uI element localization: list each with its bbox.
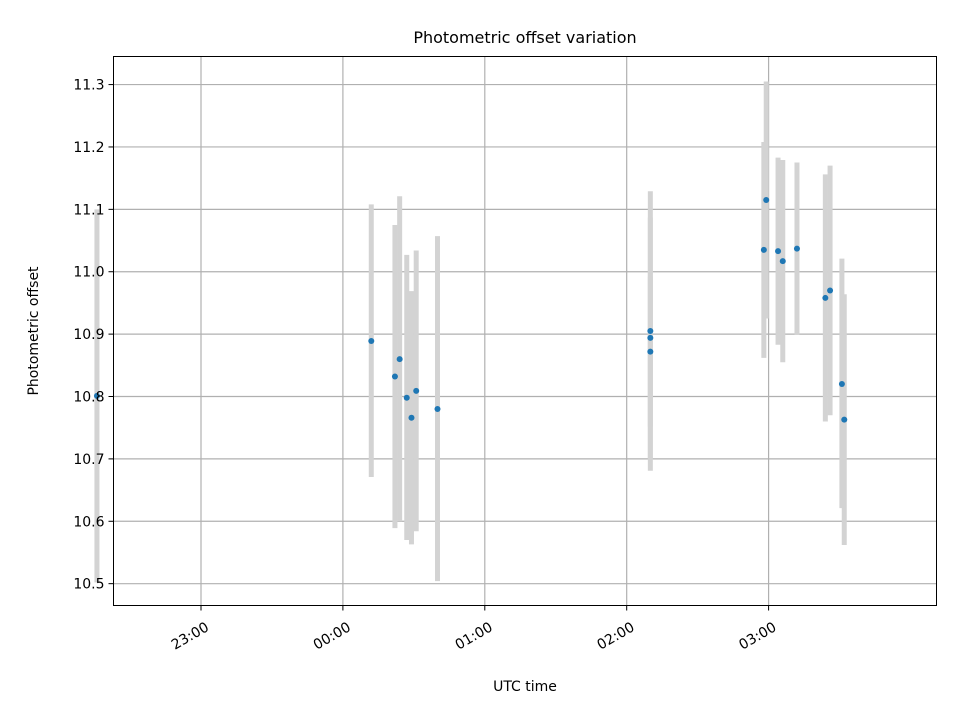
plot-frame xyxy=(113,56,937,606)
data-points xyxy=(93,196,848,423)
y-tick-label: 11.3 xyxy=(73,78,104,94)
data-point xyxy=(413,387,420,394)
y-tick-label: 11.0 xyxy=(73,265,104,281)
y-tick-label: 10.9 xyxy=(73,327,104,343)
y-tick-label: 11.2 xyxy=(73,140,104,156)
x-tick-label: 00:00 xyxy=(311,619,354,653)
data-point xyxy=(368,337,375,344)
error-bars xyxy=(94,81,847,583)
data-point xyxy=(647,334,654,341)
y-tick-label: 10.6 xyxy=(73,514,104,530)
y-tick-label: 10.5 xyxy=(73,577,104,593)
data-point xyxy=(647,348,654,355)
x-tick-label: 01:00 xyxy=(453,619,496,653)
data-point xyxy=(391,373,398,380)
y-axis-ticks: 10.5 10.6 10.7 10.8 10.9 11.0 11.1 11.2 11.3 xyxy=(73,78,114,593)
y-tick-label: 11.1 xyxy=(73,202,104,218)
data-point xyxy=(763,196,770,203)
data-point xyxy=(403,394,410,401)
data-point xyxy=(827,287,834,294)
x-tick-label: 03:00 xyxy=(736,619,779,653)
data-point xyxy=(822,294,829,301)
data-point xyxy=(775,248,782,255)
data-point xyxy=(396,356,403,363)
y-tick-label: 10.8 xyxy=(73,390,104,406)
grid-lines xyxy=(113,56,937,606)
data-point xyxy=(647,328,654,334)
data-point xyxy=(760,246,767,253)
data-point xyxy=(93,392,100,399)
data-point xyxy=(841,416,848,423)
data-point xyxy=(793,245,800,252)
x-axis-ticks: 23:00 00:00 01:00 02:00 03:00 xyxy=(169,605,779,653)
data-point xyxy=(434,405,441,412)
data-point xyxy=(838,381,845,388)
y-axis-label: Photometric offset xyxy=(26,266,42,396)
x-axis-label: UTC time xyxy=(493,679,557,695)
data-point xyxy=(408,414,415,421)
y-tick-label: 10.7 xyxy=(73,452,104,468)
x-tick-label: 02:00 xyxy=(595,619,638,653)
data-point xyxy=(779,258,786,265)
x-tick-label: 23:00 xyxy=(169,619,212,653)
chart-title: Photometric offset variation xyxy=(413,28,636,47)
